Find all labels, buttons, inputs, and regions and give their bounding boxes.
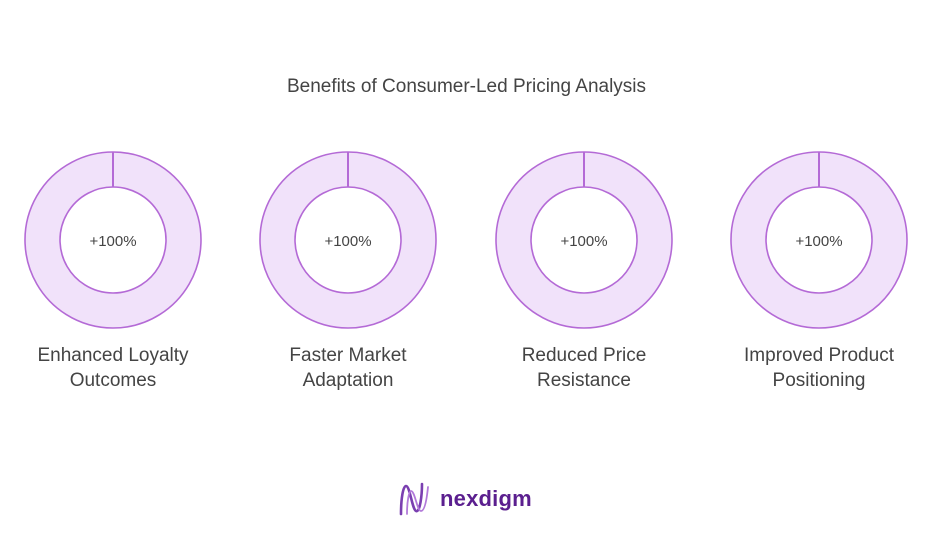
donut-value-4: +100% [795,233,842,250]
donut-value-3: +100% [560,233,607,250]
item-label-1: Enhanced Loyalty Outcomes [13,343,213,393]
item-label-2-line-1: Faster Market [289,345,407,366]
donut-ring-1 [24,151,202,329]
donut-chart-4: +100% [730,151,908,329]
donut-value-1: +100% [89,233,136,250]
brand-logo: nexdigm [398,481,532,517]
item-label-3-line-1: Reduced Price [521,345,647,366]
nexdigm-logo-icon [399,482,429,516]
donut-chart-2: +100% [259,151,437,329]
donut-ring-3 [495,151,673,329]
donut-value-2: +100% [324,233,371,250]
donut-chart-3: +100% [495,151,673,329]
brand-name: nexdigm [440,486,532,511]
item-label-4: Improved Product Positioning [719,343,919,393]
donut-chart-1: +100% [24,151,202,329]
item-label-4-line-1: Improved Product [744,345,894,366]
chart-title: Benefits of Consumer-Led Pricing Analysi… [286,76,647,97]
item-label-3: Reduced Price Resistance [484,343,684,393]
item-label-1-line-2: Outcomes [69,370,157,391]
item-label-2: Faster Market Adaptation [248,343,448,393]
donut-ring-2 [259,151,437,329]
donut-ring-4 [730,151,908,329]
item-label-4-line-2: Positioning [772,370,866,391]
item-label-3-line-2: Resistance [537,370,631,391]
item-label-1-line-1: Enhanced Loyalty [37,345,189,366]
item-label-2-line-2: Adaptation [302,370,394,391]
